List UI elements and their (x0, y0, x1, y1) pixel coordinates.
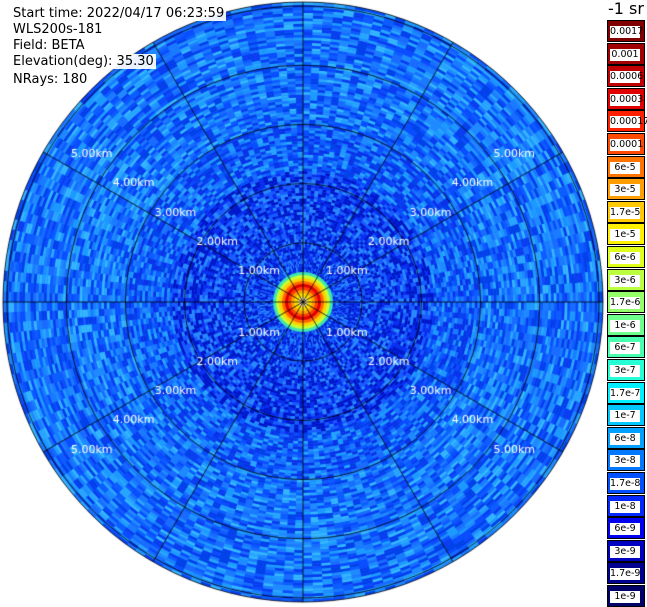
colorbar-cell: 1.7e-6 (607, 291, 645, 314)
colorbar-cell: 6e-8 (607, 426, 645, 449)
colorbar-cell: 1e-6 (607, 313, 645, 336)
colorbar-tick-label: 1e-6 (610, 319, 640, 332)
colorbar-cell: 3e-9 (607, 539, 645, 562)
colorbar-tick-label: 1.7e-7 (610, 387, 641, 400)
colorbar-tick-label: 1e-8 (610, 500, 640, 513)
instrument-label: WLS200s-181 (11, 22, 105, 37)
colorbar-tick-label: 1.7e-8 (610, 478, 641, 490)
colorbar-cell: 0.0017 (607, 20, 645, 42)
colorbar-tick-label: 6e-8 (610, 432, 640, 445)
colorbar-tick-label: 1.7e-6 (610, 297, 641, 310)
colorbar-tick-label: 1.7e-9 (610, 568, 641, 581)
colorbar-tick-label: 6e-6 (610, 252, 640, 264)
colorbar-cell: 0.00017 (607, 110, 647, 133)
colorbar-cell: 1.7e-8 (607, 472, 645, 494)
colorbar-tick-label: 1e-5 (610, 229, 640, 242)
colorbar-tick-label: 3e-6 (610, 274, 640, 287)
colorbar-tick-label: 0.001 (610, 48, 640, 61)
colorbar-cell: 1e-5 (607, 223, 645, 246)
colorbar-tick-label: 0.0003 (610, 93, 644, 106)
colorbar-cell: 3e-6 (607, 268, 645, 291)
ppi-scan-plot (0, 0, 607, 607)
colorbar-cell: 1.7e-5 (607, 200, 645, 223)
colorbar-cell: 0.0003 (607, 87, 645, 110)
colorbar-cell: 0.001 (607, 42, 645, 65)
colorbar-cell: 6e-6 (607, 246, 645, 268)
colorbar-tick-label: 6e-5 (610, 161, 640, 174)
colorbar-tick-label: 3e-8 (610, 455, 640, 468)
colorbar-cell: 1e-8 (607, 494, 645, 517)
colorbar-cell: 6e-9 (607, 517, 645, 540)
colorbar-cell: 0.0001 (607, 133, 645, 155)
colorbar-tick-label: 1.7e-5 (610, 206, 641, 219)
colorbar-cell: 1e-9 (607, 585, 645, 607)
colorbar-tick-label: 3e-5 (610, 184, 640, 197)
colorbar-tick-label: 0.0006 (610, 71, 644, 84)
nrays-label: NRays: 180 (11, 72, 90, 87)
colorbar-tick-label: 6e-9 (610, 523, 640, 536)
colorbar-cell: 1e-7 (607, 404, 645, 427)
colorbar-tick-label: 0.0017 (610, 26, 644, 38)
colorbar-tick-label: 0.0001 (610, 139, 644, 151)
colorbar-tick-label: 1e-9 (610, 591, 640, 603)
colorbar-cell: 6e-7 (607, 336, 645, 359)
colorbar-cell: 1.7e-7 (607, 381, 645, 404)
start-time-label: Start time: 2022/04/17 06:23:59 (11, 6, 227, 21)
colorbar-tick-label: 1e-7 (610, 410, 640, 423)
colorbar-cell: 3e-5 (607, 178, 645, 201)
colorbar-unit: -1 sr (608, 0, 644, 18)
colorbar-cell: 0.0006 (607, 65, 645, 88)
elevation-label: Elevation(deg): 35.30 (11, 54, 156, 69)
colorbar-cell: 3e-7 (607, 359, 645, 381)
colorbar-cell: 1.7e-9 (607, 562, 645, 585)
colorbar-tick-label: 3e-7 (610, 365, 640, 377)
colorbar-tick-label: 0.00017 (610, 116, 647, 129)
field-label: Field: BETA (11, 38, 87, 53)
colorbar-cell: 3e-8 (607, 449, 645, 472)
colorbar-tick-label: 3e-9 (610, 545, 640, 558)
colorbar-cell: 6e-5 (607, 155, 645, 178)
colorbar-tick-label: 6e-7 (610, 342, 640, 355)
